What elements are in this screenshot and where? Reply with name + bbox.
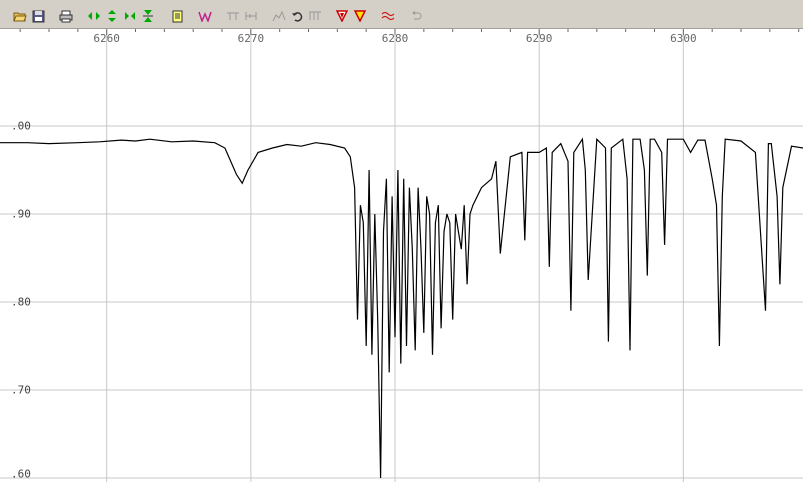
filter-red-icon [336,10,348,22]
spectrum-w-button[interactable] [196,7,214,25]
expand-vertical-icon [106,9,118,23]
y-tick-label: .60 [11,467,31,481]
continuum-button[interactable] [270,7,288,25]
save-disk-button[interactable] [29,7,47,25]
smooth-wave-button[interactable] [379,7,397,25]
x-tick-label: 6270 [237,32,265,45]
y-tick-label: .70 [11,383,31,397]
open-folder-icon [13,10,27,22]
notes-button[interactable] [168,7,186,25]
line-measure-button[interactable] [242,7,260,25]
shrink-vertical-button[interactable] [139,7,157,25]
x-tick-label: 6280 [381,32,409,45]
spectrum-w-icon [198,10,212,22]
expand-horizontal-icon [87,10,101,22]
save-disk-icon [32,10,45,23]
x-axis-bar [0,29,803,47]
x-tick-label: 6290 [525,32,553,45]
undo-button[interactable] [288,7,306,25]
y-tick-label: .90 [11,207,31,221]
print-button[interactable] [57,7,75,25]
filter-yellow-button[interactable] [351,7,369,25]
undo-icon [291,10,303,22]
shrink-vertical-icon [142,9,154,23]
open-folder-button[interactable] [11,7,29,25]
filter-red-button[interactable] [333,7,351,25]
reset-button[interactable] [407,7,425,25]
line-marker-icon [226,10,240,22]
continuum-icon [272,10,286,22]
filter-yellow-icon [354,10,366,22]
toolbar [0,0,803,29]
line-marker-button[interactable] [224,7,242,25]
spectrum-line [0,137,803,479]
smooth-wave-icon [381,10,395,22]
grid-lines [0,29,803,482]
x-tick-label: 6260 [93,32,120,45]
y-tick-label: .80 [11,295,31,309]
baseline-icon [308,10,322,22]
y-tick-label: .00 [11,119,31,133]
line-measure-icon [244,10,258,22]
baseline-button[interactable] [306,7,324,25]
shrink-horizontal-icon [123,10,137,22]
shrink-horizontal-button[interactable] [121,7,139,25]
expand-horizontal-button[interactable] [85,7,103,25]
reset-icon [410,10,422,22]
x-tick-label: 6300 [670,32,697,45]
expand-vertical-button[interactable] [103,7,121,25]
notes-icon [171,10,184,23]
print-icon [59,10,73,23]
